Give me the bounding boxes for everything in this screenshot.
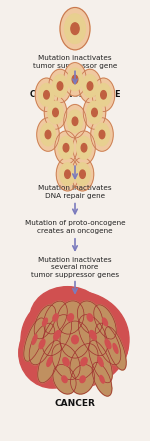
Ellipse shape	[53, 108, 58, 116]
Ellipse shape	[95, 323, 121, 365]
Ellipse shape	[71, 23, 79, 34]
Ellipse shape	[101, 91, 106, 99]
Ellipse shape	[64, 63, 86, 96]
Ellipse shape	[92, 108, 97, 116]
Ellipse shape	[60, 163, 75, 186]
Ellipse shape	[92, 363, 112, 396]
Ellipse shape	[82, 75, 98, 97]
Text: Mutation inactivates
tumor suppressor gene: Mutation inactivates tumor suppressor ge…	[33, 55, 117, 69]
Ellipse shape	[105, 339, 111, 349]
Ellipse shape	[34, 305, 56, 339]
Ellipse shape	[45, 130, 51, 138]
Ellipse shape	[105, 327, 126, 370]
Ellipse shape	[87, 82, 93, 90]
Ellipse shape	[64, 14, 86, 44]
Ellipse shape	[58, 136, 74, 159]
Text: CANCER: CANCER	[55, 399, 95, 408]
Ellipse shape	[76, 313, 128, 375]
Ellipse shape	[37, 118, 59, 151]
Ellipse shape	[57, 301, 84, 334]
Ellipse shape	[21, 291, 129, 388]
Ellipse shape	[68, 314, 74, 321]
Ellipse shape	[102, 318, 108, 326]
Ellipse shape	[53, 365, 76, 394]
Ellipse shape	[76, 136, 92, 159]
Ellipse shape	[56, 157, 79, 191]
Ellipse shape	[81, 143, 87, 152]
Ellipse shape	[39, 83, 54, 106]
Ellipse shape	[72, 117, 78, 126]
Ellipse shape	[32, 335, 37, 344]
Ellipse shape	[67, 110, 83, 133]
Ellipse shape	[60, 7, 90, 50]
Ellipse shape	[44, 301, 67, 334]
Ellipse shape	[29, 323, 55, 365]
Ellipse shape	[63, 143, 69, 152]
Ellipse shape	[94, 123, 110, 146]
Ellipse shape	[40, 123, 56, 146]
Ellipse shape	[52, 75, 68, 97]
Ellipse shape	[24, 318, 45, 361]
Ellipse shape	[75, 163, 90, 186]
Text: Mutation inactivates
several more
tumor suppressor genes: Mutation inactivates several more tumor …	[31, 257, 119, 278]
Ellipse shape	[44, 91, 49, 99]
Ellipse shape	[19, 318, 86, 388]
Ellipse shape	[78, 314, 108, 356]
Ellipse shape	[65, 170, 70, 178]
Ellipse shape	[94, 305, 116, 339]
Ellipse shape	[90, 331, 96, 340]
Ellipse shape	[91, 118, 113, 151]
Ellipse shape	[72, 336, 78, 344]
Ellipse shape	[48, 101, 63, 124]
Ellipse shape	[83, 96, 106, 129]
Ellipse shape	[63, 358, 69, 366]
Ellipse shape	[57, 82, 63, 90]
Ellipse shape	[89, 340, 112, 383]
Ellipse shape	[47, 357, 52, 366]
Text: Mutation inactivates
DNA repair gene: Mutation inactivates DNA repair gene	[38, 185, 112, 199]
Ellipse shape	[73, 131, 95, 164]
Ellipse shape	[54, 331, 60, 340]
Ellipse shape	[98, 357, 103, 366]
Ellipse shape	[70, 344, 98, 380]
Ellipse shape	[77, 301, 103, 334]
Ellipse shape	[30, 287, 105, 348]
Ellipse shape	[80, 170, 85, 178]
Ellipse shape	[81, 358, 87, 366]
Text: CELLS PROLIFERATE: CELLS PROLIFERATE	[30, 90, 120, 99]
Ellipse shape	[79, 69, 101, 103]
Ellipse shape	[44, 96, 67, 129]
Ellipse shape	[99, 130, 105, 138]
Ellipse shape	[43, 318, 47, 326]
Ellipse shape	[113, 344, 118, 353]
Ellipse shape	[96, 83, 111, 106]
Ellipse shape	[72, 75, 78, 84]
Ellipse shape	[87, 314, 93, 321]
Ellipse shape	[42, 314, 72, 356]
Ellipse shape	[100, 375, 104, 383]
Ellipse shape	[35, 78, 58, 112]
Ellipse shape	[52, 344, 80, 380]
Ellipse shape	[64, 105, 86, 138]
Ellipse shape	[87, 101, 102, 124]
Ellipse shape	[60, 321, 90, 358]
Ellipse shape	[55, 131, 77, 164]
Ellipse shape	[62, 376, 67, 383]
Ellipse shape	[92, 78, 115, 112]
Ellipse shape	[67, 68, 83, 91]
Ellipse shape	[71, 157, 94, 191]
Ellipse shape	[38, 340, 61, 383]
Ellipse shape	[70, 364, 94, 394]
Ellipse shape	[49, 69, 71, 103]
Text: Mutation of proto-oncogene
creates an oncogene: Mutation of proto-oncogene creates an on…	[25, 220, 125, 234]
Ellipse shape	[80, 376, 85, 383]
Ellipse shape	[53, 314, 58, 321]
Ellipse shape	[39, 339, 45, 349]
